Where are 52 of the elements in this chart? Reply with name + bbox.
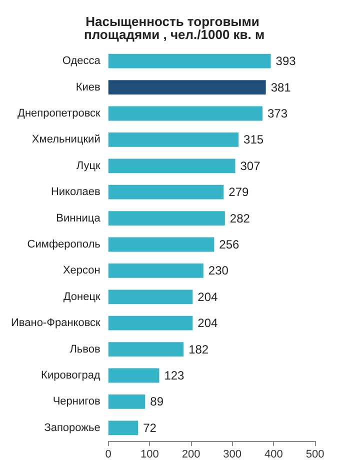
bar — [108, 54, 271, 68]
x-tick-label: 0 — [105, 448, 112, 460]
y-tick-label: Симферополь — [27, 238, 101, 250]
y-tick-label: Чернигов — [52, 396, 100, 408]
bar — [108, 342, 184, 357]
chart-title: Насыщенность торговыми площадями , чел./1000 кв. м — [80, 14, 265, 42]
data-label: 123 — [164, 368, 185, 382]
y-tick-label: Винница — [56, 212, 102, 224]
data-label: 89 — [150, 394, 164, 409]
x-tick-label: 300 — [223, 448, 242, 460]
bar — [108, 106, 263, 121]
data-label: 279 — [228, 185, 250, 200]
data-label: 393 — [276, 54, 296, 68]
bar — [108, 237, 214, 252]
bar — [108, 132, 239, 147]
bar — [108, 394, 146, 409]
y-tick-label: Ивано-Франковск — [11, 317, 101, 330]
data-label: 204 — [198, 316, 218, 330]
data-label: 230 — [208, 264, 229, 278]
y-tick-label: Херсон — [62, 264, 100, 277]
y-tick-label: Николаев — [50, 186, 101, 198]
data-label: 307 — [240, 158, 261, 173]
bar — [108, 184, 224, 200]
data-label: 282 — [230, 211, 250, 226]
bar — [108, 290, 193, 304]
data-label: 381 — [270, 80, 292, 94]
bar — [108, 316, 193, 330]
x-tick-label: 400 — [264, 448, 283, 460]
data-label: 182 — [188, 342, 209, 356]
y-tick-label: Киев — [76, 81, 101, 94]
data-label: 315 — [244, 132, 264, 147]
y-tick-label: Днепропетровск — [18, 108, 101, 120]
bar — [108, 420, 138, 436]
data-label: 256 — [219, 238, 240, 252]
data-label: 72 — [143, 420, 157, 435]
x-tick-label: 100 — [140, 448, 159, 460]
x-tick-label: 500 — [306, 448, 324, 460]
data-label: 373 — [268, 106, 288, 120]
bar — [108, 211, 225, 226]
bar — [108, 158, 236, 174]
y-tick-label: Одесса — [62, 55, 102, 68]
bar — [108, 263, 204, 278]
y-tick-label: Луцк — [76, 160, 101, 172]
y-tick-label: Хмельницкий — [32, 134, 100, 146]
data-label: 204 — [198, 290, 218, 304]
bar — [108, 368, 160, 383]
y-tick-label: Донецк — [63, 290, 101, 303]
x-tick-label: 200 — [182, 448, 200, 460]
bar — [108, 80, 266, 95]
y-tick-label: Запорожье — [44, 422, 100, 434]
y-tick-label: Львов — [70, 343, 101, 356]
y-tick-label: Кировоград — [41, 370, 101, 382]
